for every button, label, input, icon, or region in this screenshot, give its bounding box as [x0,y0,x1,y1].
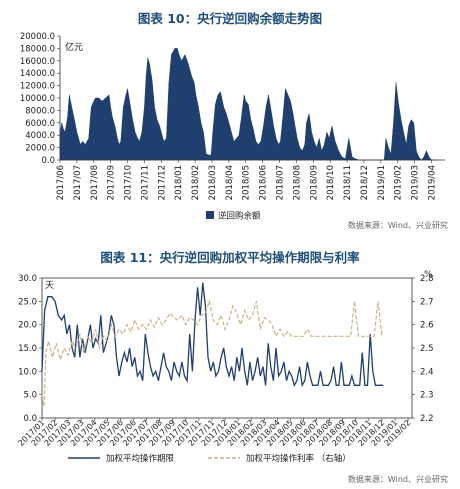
x-tick-label: 2019/04 [427,165,437,200]
balance-area [59,48,438,161]
x-tick-label: 2018/08 [292,165,302,200]
x-tick-label: 2018/12 [360,165,370,200]
plot-frame [41,277,413,419]
unit-label: 亿元 [65,41,83,53]
y-tick-label: 18000.0 [20,44,55,54]
y-tick-label: 0.0 [41,156,55,166]
y-tick-label: 16000.0 [20,57,55,67]
legend-tenor-label: 加权平均操作期限 [106,453,175,464]
y-tick-label: 8000.0 [25,106,55,116]
rate-line [41,299,383,407]
y2-tick-label: 2.8 [420,274,434,284]
y-tick-label: 6000.0 [25,119,55,129]
y2-tick-label: 2.3 [420,391,434,401]
x-tick-label: 2017/06 [56,165,66,200]
y-tick-label: 0.0 [23,414,37,424]
x-tick-label: 2017/09 [107,165,117,200]
legend-rate-label: 加权平均操作利率 （右轴） [246,453,351,464]
y-tick-label: 4000.0 [25,131,55,141]
y2-tick-label: 2.4 [420,367,434,377]
y-tick-label: 10.0 [18,367,37,377]
x-tick-label: 2017/08 [90,165,100,200]
x-tick-label: 2018/03 [208,165,218,200]
y-tick-label: 20000.0 [20,32,55,42]
right-unit-label: % [424,270,433,280]
x-tick-label: 2017/07 [73,165,83,200]
y-tick-label: 10000.0 [20,94,55,104]
y-tick-label: 20.0 [18,321,37,331]
y-tick-label: 12000.0 [20,82,55,92]
x-tick-label: 2018/04 [225,165,235,200]
legend-label: 逆回购余额 [218,211,261,222]
y-tick-label: 30.0 [18,274,37,284]
legend-swatch [206,211,214,219]
x-tick-label: 2019/01 [377,165,387,200]
x-tick-label: 2018/07 [276,165,286,200]
x-tick-label: 2017/11 [140,165,150,200]
x-tick-label: 2017/10 [124,165,134,200]
y2-tick-label: 2.2 [420,414,434,424]
y2-tick-label: 2.6 [420,321,434,331]
y-tick-label: 5.0 [23,391,37,401]
chart2-title: 图表 11：央行逆回购加权平均操作期限与利率 [100,250,360,265]
x-tick-label: 2018/06 [259,165,269,200]
y2-tick-label: 2.7 [420,297,434,307]
chart1-svg: 0.0 2000.0 4000.0 6000.0 8000.0 10000.0 12000.… [20,32,445,222]
x-tick-label: 2019/03 [411,165,421,200]
x-tick-label: 2018/05 [242,165,252,200]
x-tick-label: 2018/02 [191,165,201,200]
tenor-line [41,282,384,388]
x-tick-label: 2018/01 [174,165,184,200]
chart2-svg: 0.0 5.0 10.0 15.0 20.0 25.0 30.0 2.2 2.3 2.4 2.5 2.… [17,270,434,464]
chart1-source: 数据来源：Wind、兴业研究 [347,221,448,230]
y-tick-label: 14000.0 [20,69,55,79]
x-tick-label: 2017/12 [157,165,167,200]
x-tick-label: 2018/11 [343,165,353,200]
x-tick-label: 2019/02 [394,165,404,200]
chart2-source: 数据来源：Wind、兴业研究 [347,475,448,484]
chart1-title: 图表 10：央行逆回购余额走势图 [137,11,323,26]
x-tick-label: 2018/10 [326,165,336,200]
left-unit-label: 天 [45,281,54,291]
y-tick-label: 25.0 [18,297,37,307]
y2-tick-label: 2.5 [420,344,434,354]
x-tick-label: 2018/09 [309,165,319,200]
y-tick-label: 2000.0 [25,144,55,154]
y-tick-label: 15.0 [18,344,37,354]
